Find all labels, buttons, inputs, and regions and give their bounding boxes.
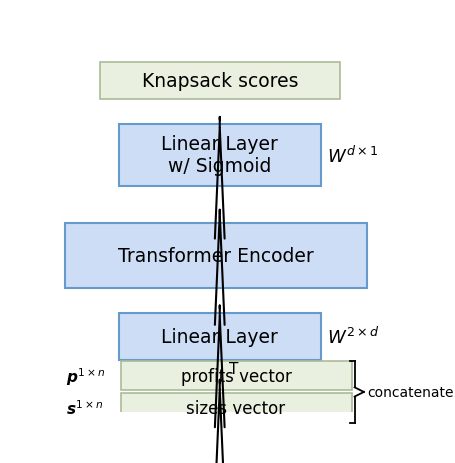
Text: sizes vector: sizes vector	[186, 399, 285, 417]
Text: Knapsack scores: Knapsack scores	[141, 72, 298, 91]
Text: $W^{2\times d}$: $W^{2\times d}$	[326, 326, 379, 347]
Text: Transformer Encoder: Transformer Encoder	[118, 247, 313, 266]
Text: Linear Layer
w/ Sigmoid: Linear Layer w/ Sigmoid	[161, 135, 278, 176]
Text: $W^{d\times 1}$: $W^{d\times 1}$	[326, 145, 377, 166]
Text: profits vector: profits vector	[180, 367, 291, 385]
Text: $\boldsymbol{p}^{1\times n}$: $\boldsymbol{p}^{1\times n}$	[66, 365, 105, 387]
Text: $\boldsymbol{s}^{1\times n}$: $\boldsymbol{s}^{1\times n}$	[66, 399, 103, 418]
Text: concatenate: concatenate	[366, 385, 453, 399]
FancyBboxPatch shape	[119, 313, 320, 361]
FancyBboxPatch shape	[119, 125, 320, 186]
FancyBboxPatch shape	[99, 63, 339, 100]
Text: T: T	[228, 362, 238, 376]
Text: Linear Layer: Linear Layer	[161, 327, 278, 346]
FancyBboxPatch shape	[65, 223, 366, 288]
FancyBboxPatch shape	[120, 361, 351, 391]
FancyBboxPatch shape	[120, 394, 351, 423]
